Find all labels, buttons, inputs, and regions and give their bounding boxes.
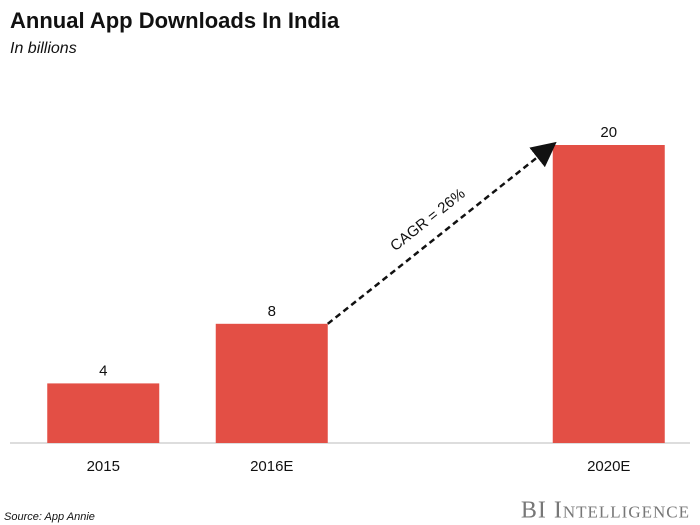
chart-subtitle: In billions xyxy=(10,40,77,57)
logo: BI Intelligence xyxy=(521,498,690,524)
value-label: 20 xyxy=(600,124,617,141)
bar xyxy=(215,323,328,443)
x-tick-label: 2016E xyxy=(250,458,293,475)
bar xyxy=(47,383,160,443)
value-label: 8 xyxy=(268,303,276,320)
source: Source: App Annie xyxy=(4,511,95,523)
x-tick-label: 2015 xyxy=(87,458,120,475)
value-label: 4 xyxy=(99,362,107,379)
chart-title: Annual App Downloads In India xyxy=(10,8,340,33)
bar xyxy=(552,145,665,443)
cagr-arrow xyxy=(326,141,557,325)
x-tick-label: 2020E xyxy=(587,458,630,475)
